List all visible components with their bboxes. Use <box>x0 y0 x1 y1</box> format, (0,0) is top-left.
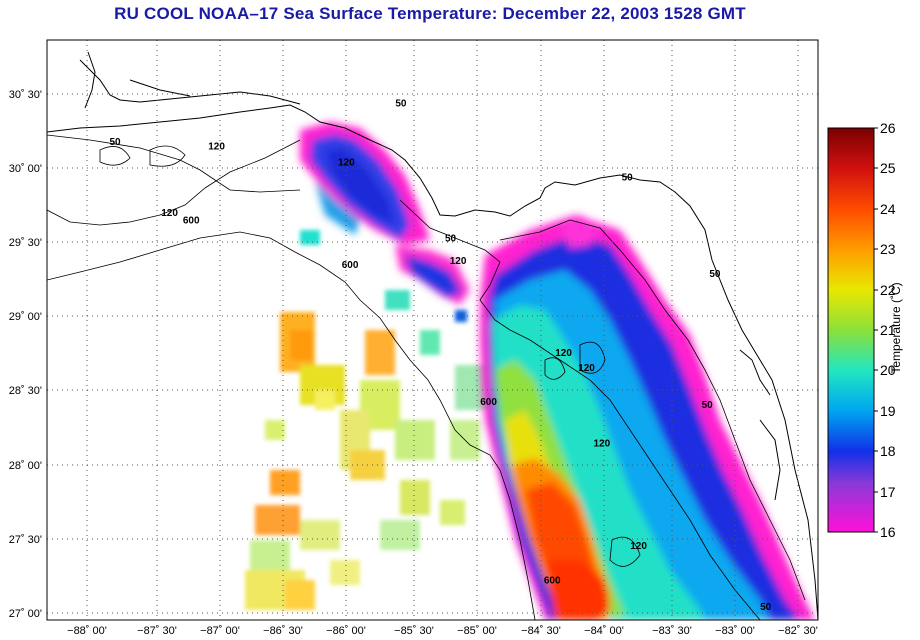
colorbar-tick-label: 21 <box>880 322 896 338</box>
contour-label: 120 <box>208 141 225 152</box>
colorbar-tick-label: 26 <box>880 120 896 136</box>
bathymetry-contours <box>47 134 806 620</box>
colorbar-tick-label: 25 <box>880 160 896 176</box>
contour-label: 50 <box>445 234 457 245</box>
contour-label: 50 <box>702 400 714 411</box>
sst-imagery <box>245 122 815 620</box>
lat-label: 27˚ 30' <box>9 534 42 546</box>
contour-label: 600 <box>342 260 359 271</box>
map-title: RU COOL NOAA–17 Sea Surface Temperature:… <box>114 4 746 23</box>
contour-label: 600 <box>480 397 497 408</box>
lon-label: −87˚ 00' <box>200 625 240 637</box>
lat-label: 30˚ 00' <box>9 163 42 175</box>
colorbar-tick-label: 16 <box>880 524 896 540</box>
lat-label: 30˚ 30' <box>9 89 42 101</box>
lat-label: 28˚ 30' <box>9 385 42 397</box>
lon-label: −88˚ 00' <box>67 625 107 637</box>
lat-label: 28˚ 00' <box>9 460 42 472</box>
contour-label: 120 <box>593 439 610 450</box>
lon-label: −85˚ 00' <box>457 625 497 637</box>
colorbar <box>827 127 875 533</box>
colorbar-tick-label: 23 <box>880 241 896 257</box>
contour-label: 120 <box>630 541 647 552</box>
contour-label: 50 <box>395 98 407 109</box>
contour-label: 120 <box>161 208 178 219</box>
contour-label: 50 <box>709 269 721 280</box>
contour-label: 50 <box>622 173 634 184</box>
lon-label: −83˚ 00' <box>715 625 755 637</box>
colorbar-ticks <box>874 127 878 533</box>
lon-label: −85˚ 30' <box>394 625 434 637</box>
lon-label: −83˚ 30' <box>652 625 692 637</box>
graticule <box>47 40 818 620</box>
lon-label: −84˚ 30' <box>521 625 561 637</box>
contour-label: 120 <box>450 256 467 267</box>
colorbar-tick-label: 22 <box>880 282 896 298</box>
lat-label: 27˚ 00' <box>9 608 42 620</box>
longitude-axis: −88˚ 00' −87˚ 30' −87˚ 00' −86˚ 30' −86˚… <box>67 625 818 637</box>
lon-label: −84˚ 00' <box>584 625 624 637</box>
lon-label: −86˚ 00' <box>326 625 366 637</box>
lat-label: 29˚ 30' <box>9 237 42 249</box>
colorbar-tick-label: 17 <box>880 484 896 500</box>
coastline <box>47 51 818 620</box>
contour-label: 50 <box>109 137 121 148</box>
colorbar-tick-label: 24 <box>880 201 896 217</box>
lon-label: −82˚ 30' <box>778 625 818 637</box>
plot-frame <box>46 39 819 621</box>
lat-label: 29˚ 00' <box>9 311 42 323</box>
contour-labels: 50 50 120 120 600 120 600 50 120 50 120 120 600 120 50… <box>109 98 771 613</box>
contour-label: 120 <box>578 363 595 374</box>
colorbar-tick-label: 19 <box>880 403 896 419</box>
colorbar-title: Temperature (˚C) <box>889 282 903 374</box>
latitude-axis: 30˚ 30' 30˚ 00' 29˚ 30' 29˚ 00' 28˚ 30' … <box>9 89 42 620</box>
contour-label: 600 <box>544 575 561 586</box>
colorbar-tick-label: 18 <box>880 443 896 459</box>
contour-label: 600 <box>183 216 200 227</box>
lon-label: −86˚ 30' <box>263 625 303 637</box>
contour-label: 50 <box>760 602 772 613</box>
lon-label: −87˚ 30' <box>137 625 177 637</box>
contour-label: 120 <box>555 348 572 359</box>
colorbar-tick-label: 20 <box>880 362 896 378</box>
contour-label: 120 <box>338 158 355 169</box>
